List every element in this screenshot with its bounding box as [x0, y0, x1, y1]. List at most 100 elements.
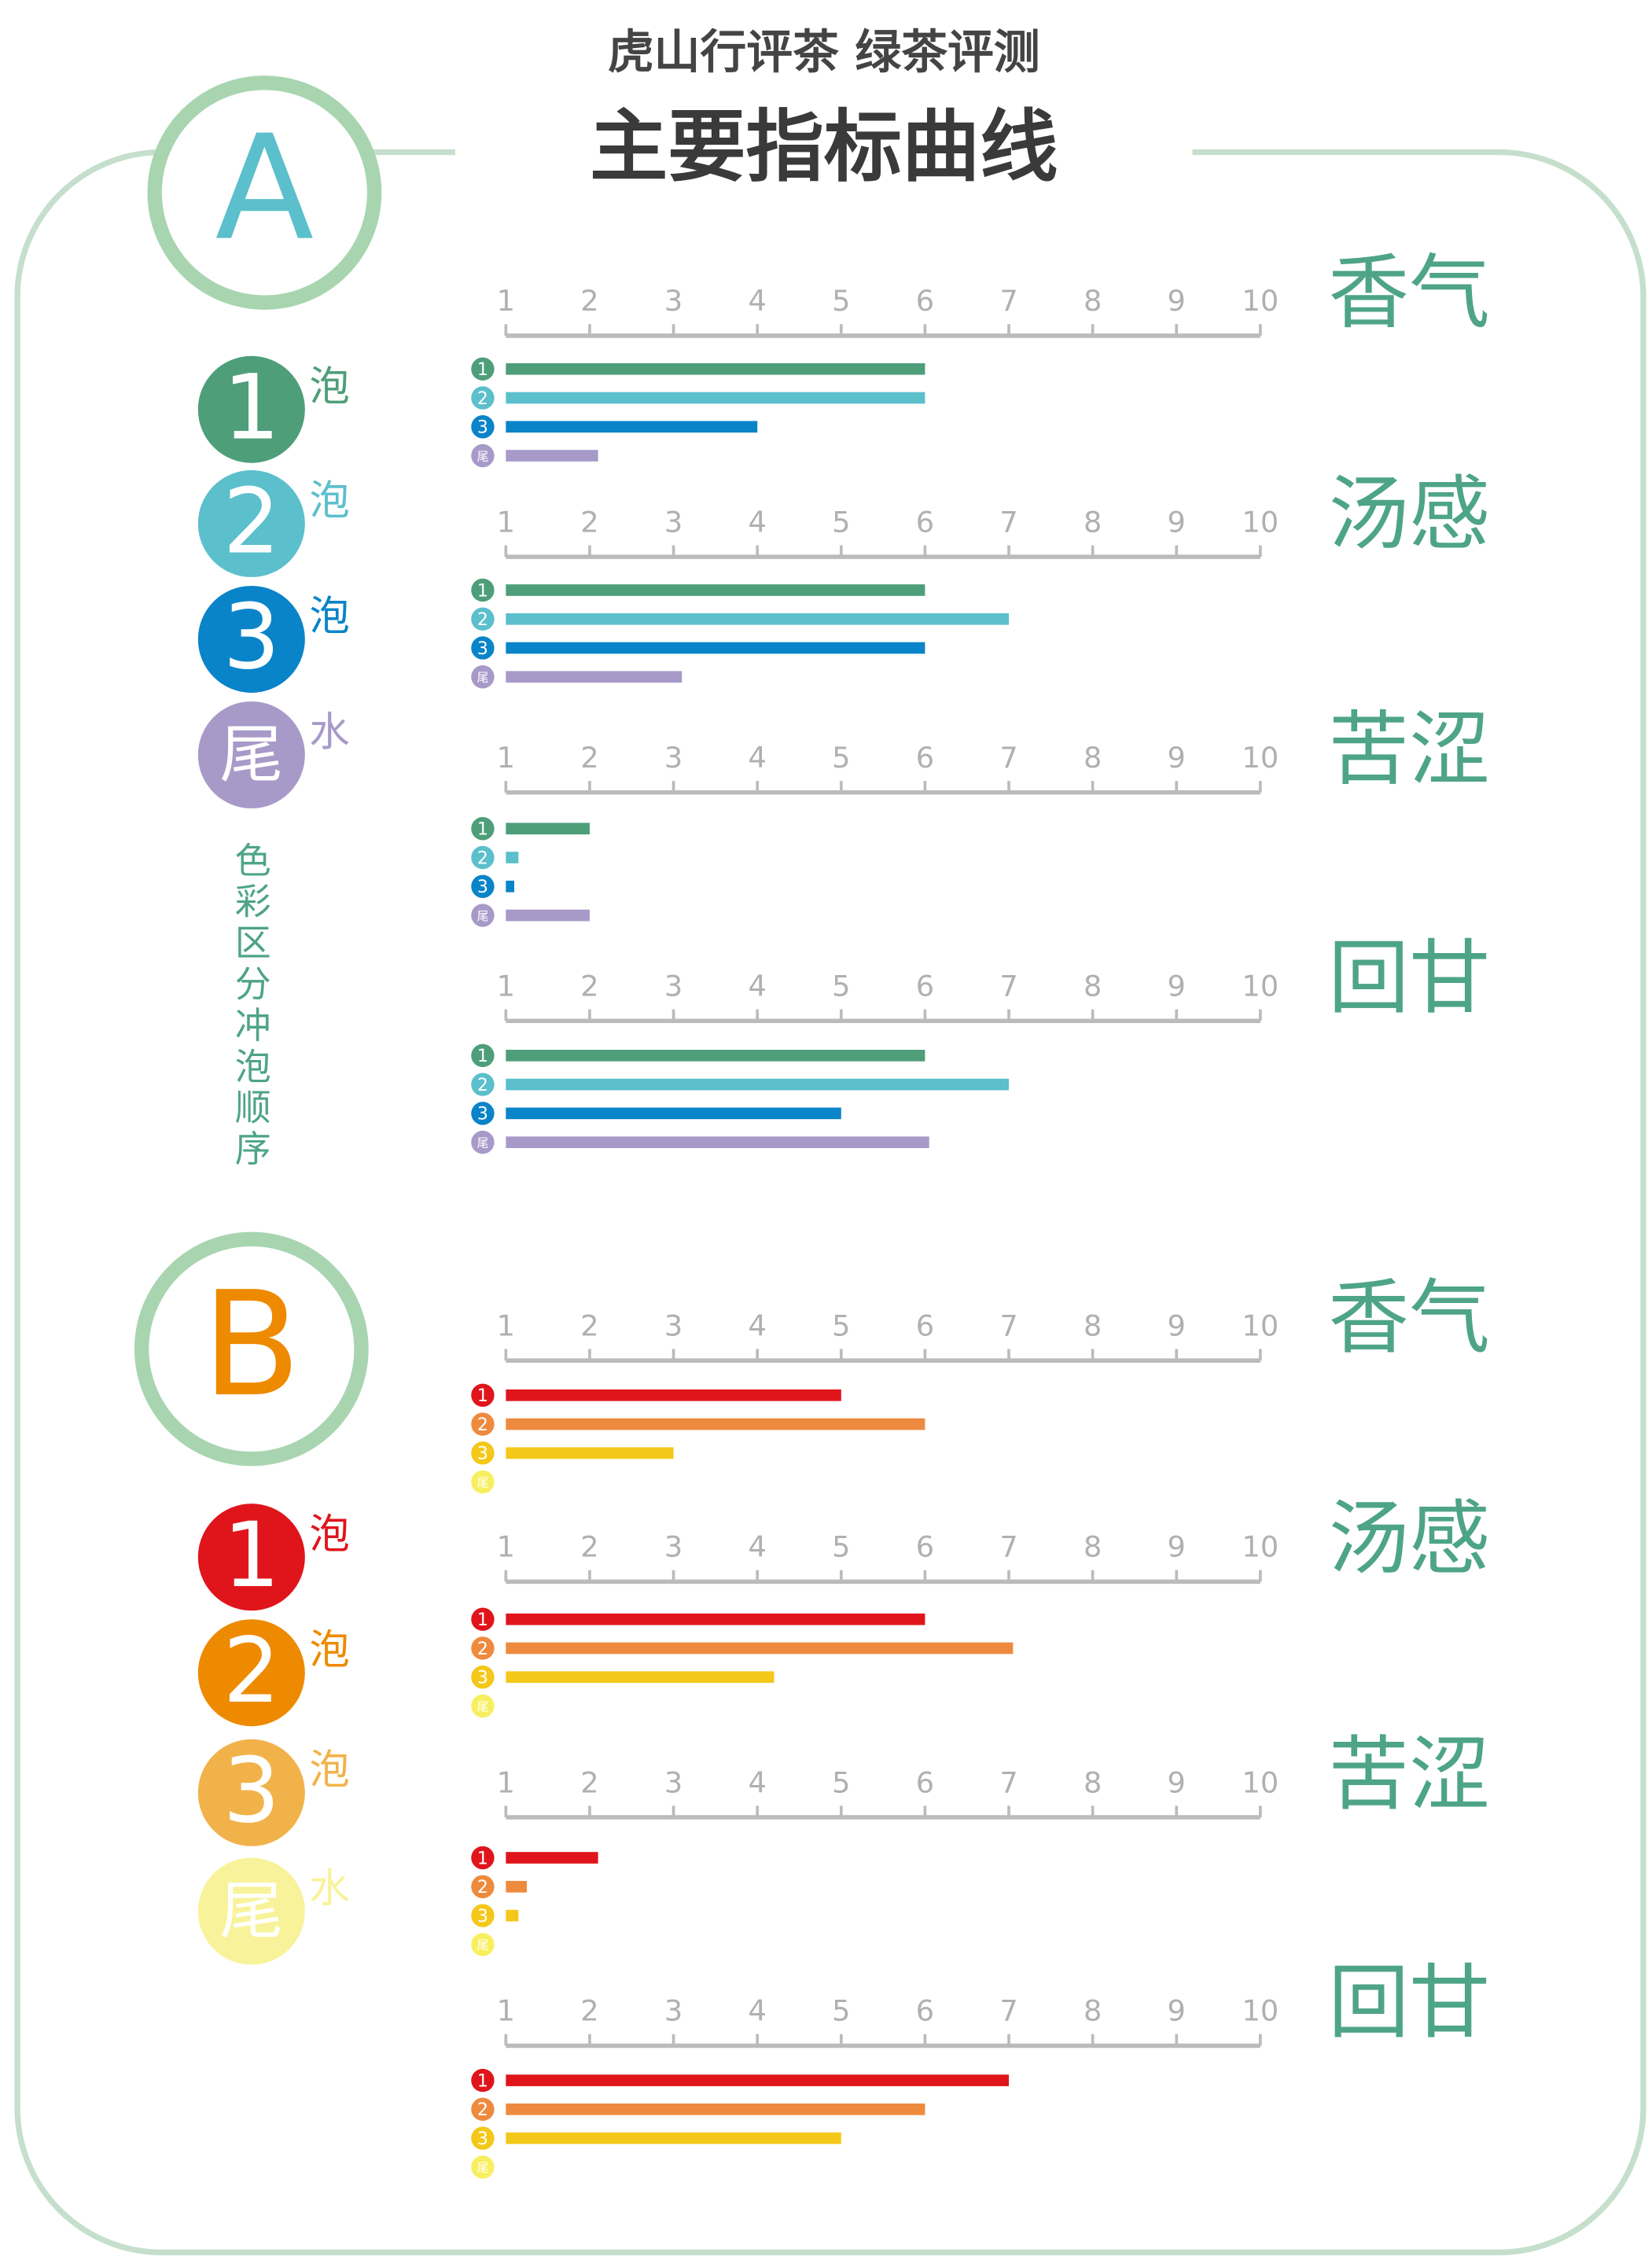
legend-number: 2 [223, 469, 281, 574]
x-tick-label: 9 [1168, 284, 1186, 318]
legend-suffix: 水 [309, 709, 349, 756]
chart-title: 苦涩 [1328, 1728, 1490, 1822]
legend-swatch [197, 1619, 305, 1727]
series-marker [471, 1694, 495, 1718]
x-tick-label: 1 [497, 284, 515, 318]
x-tick-label: 9 [1168, 1530, 1186, 1564]
legend-suffix: 泡 [309, 1747, 349, 1794]
x-tick-label: 8 [1084, 1309, 1102, 1342]
x-tick-label: 10 [1242, 741, 1279, 775]
series-name: 尾 [477, 450, 489, 463]
x-tick-label: 2 [580, 969, 598, 1003]
x-tick-label: 3 [664, 1530, 683, 1564]
series-name: 3 [477, 1105, 488, 1124]
bar [506, 613, 1010, 625]
series-name: 3 [477, 1669, 488, 1688]
x-tick-label: 4 [748, 505, 766, 539]
series-name: 尾 [477, 1476, 489, 1489]
legend-swatch [197, 585, 305, 693]
series-name: 2 [477, 848, 488, 868]
x-tick-label: 4 [748, 284, 766, 318]
series-name: 尾 [477, 910, 489, 923]
x-tick-label: 5 [832, 741, 850, 775]
bar [506, 642, 925, 654]
series-marker [471, 2155, 495, 2179]
bar [506, 1136, 929, 1148]
panel-label: B [202, 1261, 301, 1429]
legend-number: 3 [223, 1739, 281, 1843]
x-tick-label: 8 [1084, 741, 1102, 775]
x-tick-label: 4 [748, 1530, 766, 1564]
series-name: 2 [477, 610, 488, 630]
series-marker [471, 1412, 495, 1436]
legend-suffix: 泡 [309, 477, 349, 525]
bar [506, 1671, 774, 1684]
bar [506, 1447, 674, 1459]
bar [506, 1909, 519, 1922]
x-tick-label: 2 [580, 1309, 598, 1342]
legend-swatch [197, 469, 305, 577]
bar [506, 584, 925, 596]
note-char: 彩 [235, 881, 271, 923]
series-marker [471, 578, 495, 602]
bar [506, 450, 598, 462]
x-tick-label: 3 [664, 1994, 683, 2028]
series-marker [471, 1904, 495, 1927]
bar [506, 671, 683, 683]
x-tick-label: 9 [1168, 1994, 1186, 2028]
series-marker [471, 1044, 495, 1068]
panel-label: A [215, 105, 315, 273]
bar [506, 1880, 528, 1893]
x-tick-label: 2 [580, 1530, 598, 1564]
bar [506, 1107, 841, 1120]
series-name: 2 [477, 1878, 488, 1897]
x-tick-label: 10 [1242, 1530, 1279, 1564]
x-tick-label: 8 [1084, 969, 1102, 1003]
series-marker [471, 1102, 495, 1125]
series-marker [471, 904, 495, 927]
x-tick-label: 5 [832, 284, 850, 318]
title: 主要指标曲线 [590, 102, 1058, 193]
panel-ring [134, 1231, 369, 1467]
note-char: 区 [235, 922, 271, 964]
x-tick-label: 7 [999, 1765, 1017, 1799]
series-name: 3 [477, 639, 488, 659]
note-char: 冲 [235, 1004, 271, 1047]
subtitle: 虎山行评茶 绿茶评测 [608, 24, 1040, 79]
x-tick-label: 6 [916, 505, 934, 539]
x-tick-label: 6 [916, 1994, 934, 2028]
bar [506, 1078, 1010, 1091]
series-name: 3 [477, 1445, 488, 1464]
bar [506, 392, 925, 404]
series-name: 3 [477, 878, 488, 897]
series-marker [471, 1383, 495, 1408]
x-tick-label: 6 [916, 969, 934, 1003]
series-marker [471, 874, 495, 898]
bar [506, 1613, 925, 1625]
legend-number: 1 [223, 1503, 281, 1607]
series-name: 1 [477, 1047, 488, 1066]
series-name: 2 [477, 389, 488, 409]
series-name: 3 [477, 2129, 488, 2149]
series-name: 尾 [477, 1700, 489, 1713]
chart-title: 汤感 [1328, 1492, 1490, 1586]
legend-number: 尾 [219, 718, 283, 792]
x-tick-label: 1 [497, 1530, 515, 1564]
legend-number: 2 [223, 1618, 281, 1723]
series-marker [471, 1875, 495, 1898]
series-marker [471, 2097, 495, 2122]
x-tick-label: 6 [916, 1530, 934, 1564]
chart-title: 香气 [1328, 1271, 1490, 1365]
x-tick-label: 2 [580, 741, 598, 775]
x-tick-label: 5 [832, 1309, 850, 1342]
chart-title: 汤感 [1328, 467, 1490, 561]
series-marker [471, 1441, 495, 1465]
legend-suffix: 泡 [309, 1626, 349, 1673]
legend-suffix: 泡 [309, 1511, 349, 1558]
x-tick-label: 8 [1084, 284, 1102, 318]
bar [506, 823, 590, 835]
legend-swatch [197, 1739, 305, 1846]
legend-swatch [197, 1857, 305, 1965]
bar [506, 880, 515, 893]
bar [506, 852, 519, 863]
